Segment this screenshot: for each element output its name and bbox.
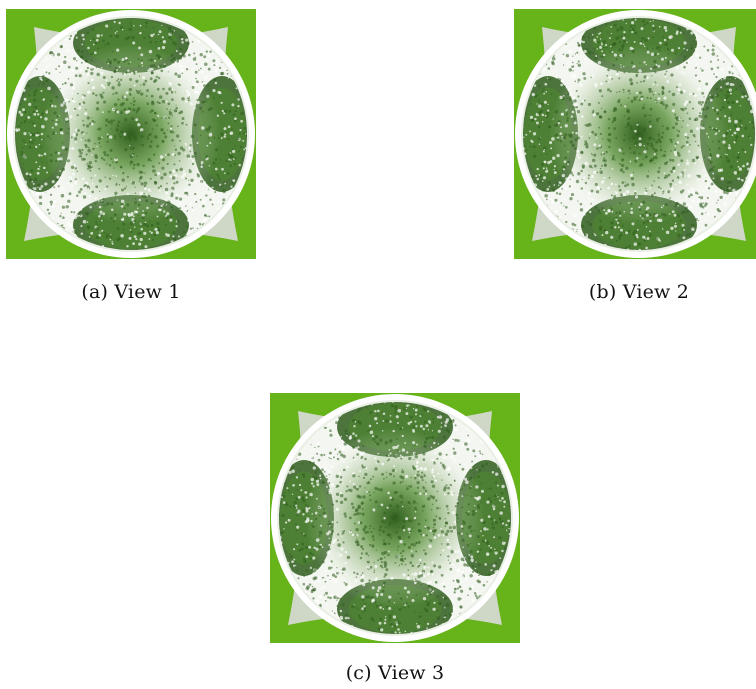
- figure-panel-c: (c) View 3: [270, 393, 520, 684]
- panel-caption: (b) View 2: [588, 281, 690, 303]
- canopy-render-svg: [514, 9, 756, 259]
- canopy-render-svg: [270, 393, 520, 643]
- figure-panel-a: (a) View 1: [6, 9, 256, 303]
- canopy-render-image: [270, 393, 520, 643]
- canopy-render-image: [6, 9, 256, 259]
- panel-caption: (c) View 3: [345, 662, 445, 684]
- panel-caption: (a) View 1: [81, 281, 181, 303]
- canopy-render-svg: [6, 9, 256, 259]
- canopy-render-image: [514, 9, 756, 259]
- figure-panel-b: (b) View 2: [514, 9, 756, 303]
